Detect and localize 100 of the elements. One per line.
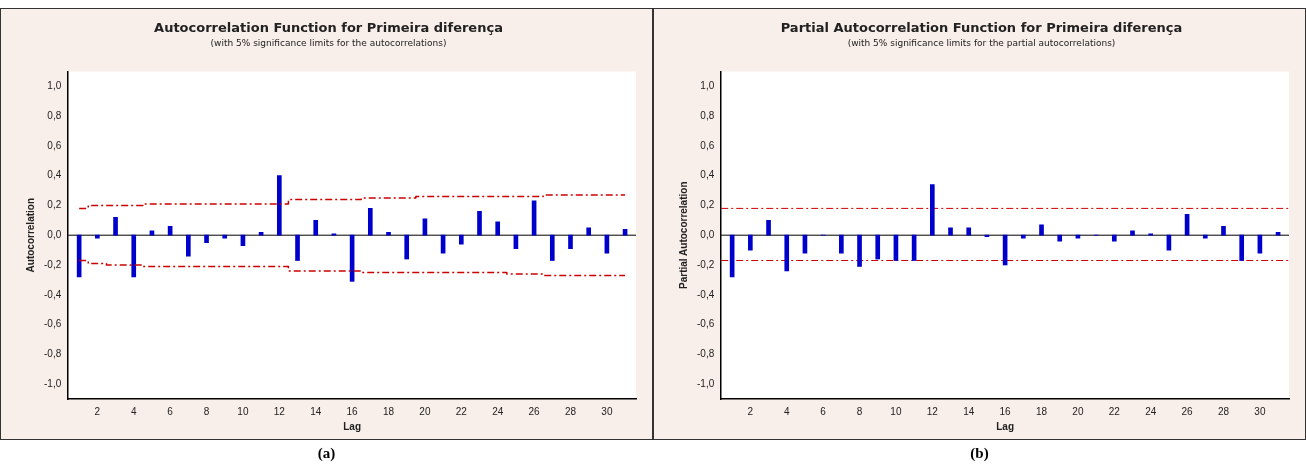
x-tick-label: 22 (1108, 405, 1121, 417)
y-axis-title: Partial Autocorrelation (677, 181, 689, 289)
chart-subtitle: (with 5% significance limits for the autocorrelations) (210, 38, 447, 49)
bar (875, 234, 881, 260)
x-tick-label: 2 (94, 405, 101, 417)
x-tick-label: 20 (419, 405, 431, 417)
x-tick-label: 4 (130, 405, 137, 417)
x-tick-label: 8 (856, 405, 863, 417)
bar (277, 175, 282, 236)
x-tick-label: 14 (310, 405, 322, 417)
bar (186, 234, 191, 257)
bar (1057, 234, 1063, 242)
bar (1275, 231, 1281, 236)
bar (1039, 224, 1044, 236)
y-tick-label: -0,2 (44, 258, 62, 270)
bar (766, 219, 771, 236)
y-tick-label: -0,4 (697, 288, 715, 300)
y-tick-label: 0,6 (47, 139, 62, 151)
x-axis-title: Lag (996, 420, 1015, 432)
x-tick-label: 26 (528, 405, 541, 417)
y-tick-label: 1,0 (700, 80, 715, 92)
bar (131, 234, 137, 278)
chart-title: Autocorrelation Function for Primeira diferença (154, 20, 503, 36)
bar (549, 234, 555, 261)
x-tick-label: 6 (167, 405, 174, 417)
x-tick-label: 16 (346, 405, 359, 417)
bar (784, 234, 790, 272)
bar (930, 184, 935, 236)
bar (295, 234, 300, 261)
x-tick-label: 8 (203, 405, 210, 417)
bar (948, 227, 953, 236)
bar (367, 208, 373, 236)
y-tick-label: -0,6 (697, 318, 715, 330)
y-tick-label: 0,4 (47, 169, 62, 181)
bar (839, 234, 844, 254)
y-tick-label: 0,4 (700, 169, 715, 181)
y-tick-label: 0,8 (700, 109, 715, 121)
chart-subtitle: (with 5% significance limits for the partial autocorrelations) (847, 38, 1116, 49)
bar (1111, 234, 1117, 242)
bar (622, 228, 628, 236)
x-tick-label: 2 (747, 405, 754, 417)
bar (204, 234, 209, 243)
bar (331, 233, 337, 236)
y-tick-label: 0,2 (700, 199, 715, 211)
x-tick-label: 16 (999, 405, 1012, 417)
bar (258, 231, 264, 236)
bar (222, 234, 228, 239)
x-tick-label: 28 (1217, 405, 1230, 417)
bar (1221, 225, 1226, 236)
x-tick-label: 14 (963, 405, 975, 417)
y-tick-label: -1,0 (697, 377, 715, 389)
bar (404, 234, 410, 260)
bar (149, 230, 155, 236)
chart-title: Partial Autocorrelation Function for Primeira diferença (780, 20, 1183, 36)
bar (1130, 230, 1135, 236)
x-tick-label: 28 (564, 405, 577, 417)
bar (586, 227, 592, 236)
bar (966, 227, 972, 236)
x-axis-title: Lag (343, 420, 362, 432)
text: (b) (969, 444, 990, 463)
text: (a) (316, 444, 337, 463)
y-tick-label: 0,0 (700, 228, 715, 240)
bar (386, 231, 391, 236)
y-tick-label: 0,2 (47, 199, 62, 211)
x-tick-label: 6 (820, 405, 827, 417)
y-tick-label: -0,6 (44, 318, 62, 330)
x-tick-label: 24 (492, 405, 504, 417)
bar (1148, 233, 1154, 236)
x-tick-label: 12 (273, 405, 286, 417)
bar (857, 234, 862, 267)
bar (1020, 234, 1026, 239)
y-tick-label: 0,0 (47, 228, 62, 240)
bar (748, 234, 753, 251)
bar (1239, 234, 1245, 261)
x-tick-label: 24 (1145, 405, 1157, 417)
x-tick-label: 20 (1072, 405, 1084, 417)
y-tick-label: -0,8 (697, 348, 715, 360)
x-tick-label: 30 (601, 405, 613, 417)
y-tick-label: -0,4 (44, 288, 62, 300)
x-tick-label: 10 (237, 405, 249, 417)
y-tick-label: 1,0 (47, 80, 62, 92)
bar (495, 221, 501, 236)
bar (1075, 234, 1081, 239)
bar (95, 234, 100, 239)
y-tick-label: -0,2 (697, 258, 715, 270)
bar (313, 219, 319, 236)
x-tick-label: 18 (1035, 405, 1048, 417)
x-tick-label: 30 (1254, 405, 1266, 417)
y-tick-label: 0,8 (47, 109, 62, 121)
x-tick-label: 22 (455, 405, 468, 417)
bar (458, 234, 464, 245)
y-tick-label: 0,6 (700, 139, 715, 151)
x-tick-label: 4 (783, 405, 790, 417)
bar (422, 218, 428, 236)
x-tick-label: 12 (926, 405, 939, 417)
bar (1202, 234, 1208, 239)
x-tick-label: 10 (890, 405, 902, 417)
bar (477, 211, 482, 236)
bar (113, 217, 118, 236)
y-tick-label: -1,0 (44, 377, 62, 389)
